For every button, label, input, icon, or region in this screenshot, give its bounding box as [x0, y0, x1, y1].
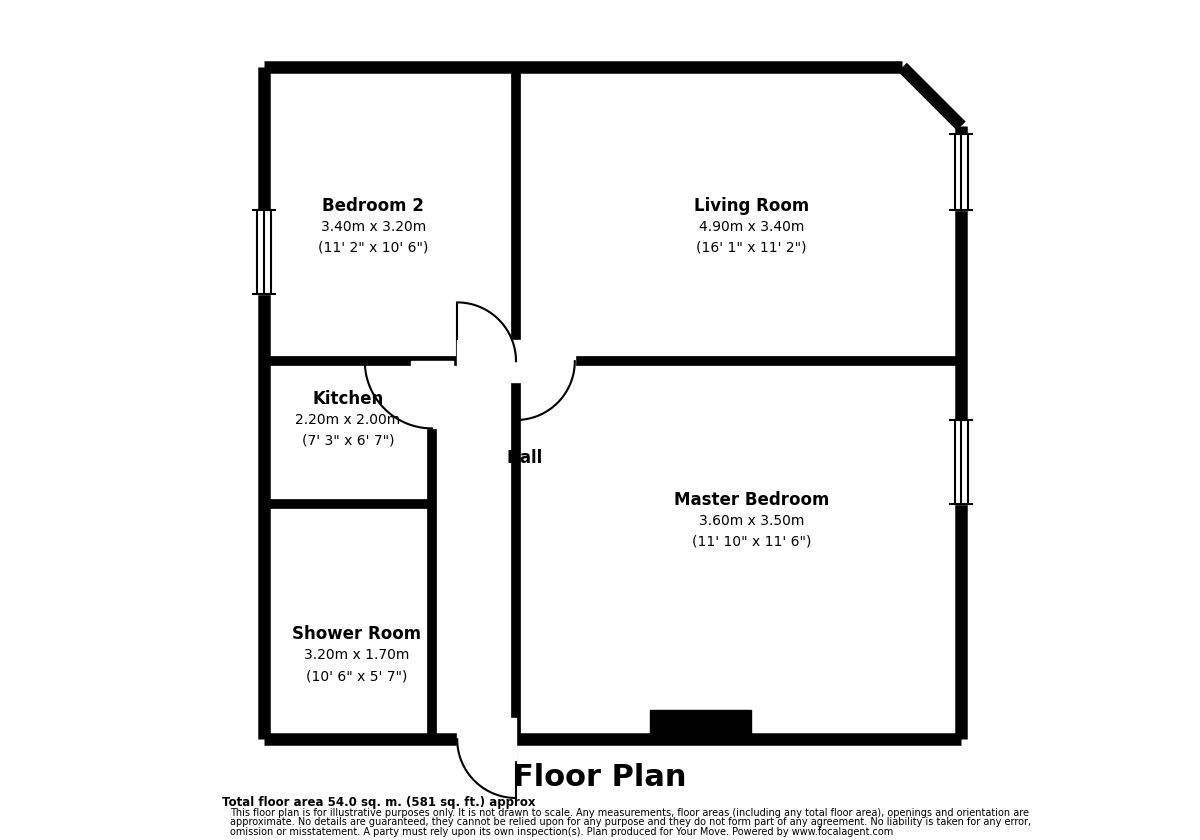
Text: (16' 1" x 11' 2"): (16' 1" x 11' 2")	[696, 241, 806, 255]
Text: 3.60m x 3.50m: 3.60m x 3.50m	[698, 514, 804, 528]
Bar	[457, 340, 516, 382]
Text: Shower Room: Shower Room	[292, 625, 421, 643]
Text: 4.90m x 3.40m: 4.90m x 3.40m	[698, 220, 804, 234]
Text: Master Bedroom: Master Bedroom	[673, 491, 829, 509]
Text: This floor plan is for illustrative purposes only. It is not drawn to scale. Any: This floor plan is for illustrative purp…	[230, 808, 1030, 818]
Text: Total floor area 54.0 sq. m. (581 sq. ft.) approx: Total floor area 54.0 sq. m. (581 sq. ft…	[222, 795, 535, 809]
Text: 3.20m x 1.70m: 3.20m x 1.70m	[304, 648, 409, 662]
Bar	[950, 420, 972, 504]
Text: Living Room: Living Room	[694, 197, 809, 215]
Text: (11' 10" x 11' 6"): (11' 10" x 11' 6")	[691, 535, 811, 549]
Bar	[516, 340, 575, 382]
Text: approximate. No details are guaranteed, they cannot be relied upon for any purpo: approximate. No details are guaranteed, …	[230, 817, 1032, 827]
Text: Kitchen: Kitchen	[312, 390, 384, 408]
Text: Hall: Hall	[506, 449, 542, 467]
Text: (7' 3" x 6' 7"): (7' 3" x 6' 7")	[301, 434, 395, 448]
Bar	[950, 134, 972, 210]
Bar	[253, 210, 275, 294]
Text: Bedroom 2: Bedroom 2	[323, 197, 424, 215]
Text: 2.20m x 2.00m: 2.20m x 2.00m	[295, 413, 401, 427]
Text: omission or misstatement. A party must rely upon its own inspection(s). Plan pro: omission or misstatement. A party must r…	[230, 827, 894, 837]
Bar	[457, 718, 516, 760]
Bar	[410, 361, 454, 428]
Bar	[650, 710, 751, 739]
Text: (10' 6" x 5' 7"): (10' 6" x 5' 7")	[306, 669, 407, 683]
Text: (11' 2" x 10' 6"): (11' 2" x 10' 6")	[318, 241, 428, 255]
Text: Floor Plan: Floor Plan	[514, 763, 686, 791]
Text: 3.40m x 3.20m: 3.40m x 3.20m	[320, 220, 426, 234]
